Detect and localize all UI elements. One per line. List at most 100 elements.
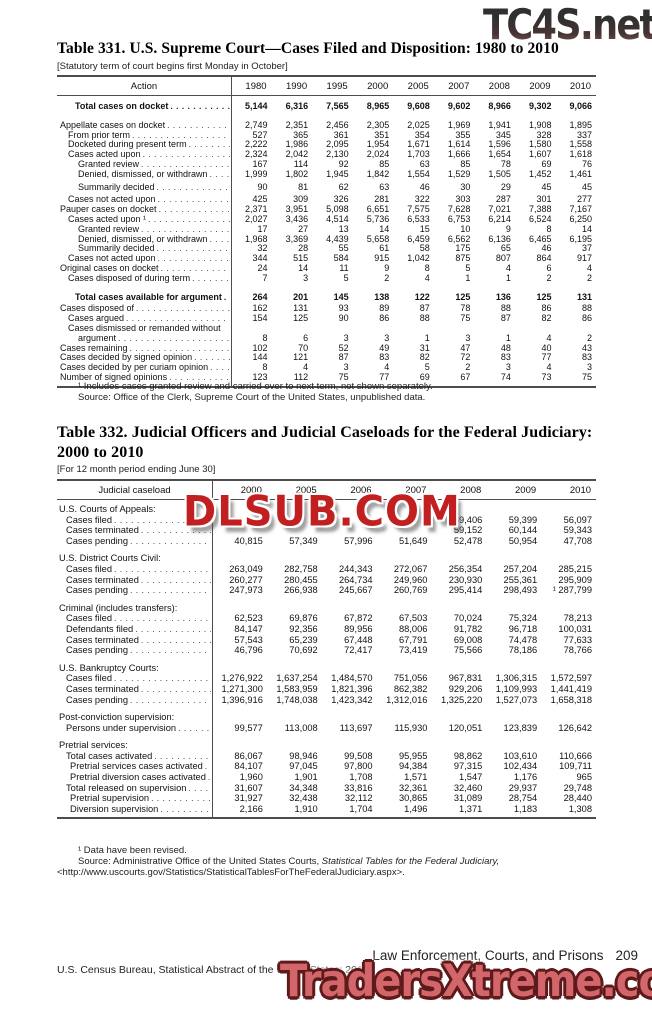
value-cell: 46,796 <box>234 645 263 656</box>
value-cell: 260,769 <box>393 585 428 596</box>
dot-leader <box>114 564 211 575</box>
value-cell: 123,839 <box>503 722 538 733</box>
value-cell: 131 <box>293 303 309 314</box>
value-cell: 1,554 <box>407 168 430 179</box>
value-cell: 929,206 <box>448 683 483 694</box>
value-cell: 59,343 <box>563 525 593 536</box>
value-cell: 4 <box>546 362 552 373</box>
value-cell: 121 <box>293 352 309 363</box>
table-331-title: Table 331. U.S. Supreme Court—Cases File… <box>57 40 559 57</box>
value-cell: 4 <box>505 262 511 273</box>
value-cell: 77 <box>541 352 552 363</box>
row-label: Cases not acted upon <box>68 254 156 264</box>
value-cell: 1,654 <box>488 149 511 160</box>
value-cell: 120,051 <box>448 722 483 733</box>
value-cell: 136 <box>495 291 511 302</box>
watermark-middle: DLSUB.COM <box>183 487 461 537</box>
value-cell: 63 <box>419 158 430 169</box>
row-label-cell: Cases pending <box>57 536 212 547</box>
row-label: Cases dismissed or remanded without <box>68 323 221 333</box>
value-cell: 5 <box>465 262 471 273</box>
row-label-cell: Denied, dismissed, or withdrawn <box>57 170 231 180</box>
value-cell: 57,543 <box>234 634 263 645</box>
table-row: Number of signed opinions 123 112 75 77 69 67 7… <box>57 371 596 383</box>
section-header-row: Criminal (includes transfers): <box>57 603 596 614</box>
table-row: Cases acted upon 2,324 2,042 2,130 2,024 1,70… <box>57 149 596 160</box>
value-cell: 126,642 <box>558 722 593 733</box>
value-cell: 50,954 <box>508 535 538 546</box>
value-cell: 285,215 <box>558 563 593 574</box>
value-cell: 29,937 <box>508 782 538 793</box>
value-cell: 9 <box>384 262 390 273</box>
chapter-footer: Law Enforcement, Courts, and Prisons 209 <box>372 948 638 963</box>
value-cell: 351 <box>374 129 390 140</box>
dot-leader <box>148 215 230 225</box>
row-label-cell: Docketed during present term <box>57 140 231 150</box>
value-cell: 162 <box>252 303 268 314</box>
value-cell: 361 <box>333 129 349 140</box>
value-cell: 32,460 <box>453 782 483 793</box>
row-label-cell: Granted review <box>57 160 231 170</box>
table-332-source-url: <http://www.uscourts.gov/Statistics/Stat… <box>57 867 405 878</box>
stub-column-rule <box>231 77 232 386</box>
table-row: Pretrial services cases activated 84,107 9… <box>57 761 596 772</box>
row-label-cell: Cases dismissed or remanded without <box>57 324 231 334</box>
dot-leader <box>141 225 230 235</box>
value-cell: 255,361 <box>503 574 538 585</box>
value-cell: 60,144 <box>508 525 538 536</box>
value-cell: 915 <box>374 253 390 264</box>
value-cell: 9,302 <box>528 101 552 111</box>
value-cell: 85 <box>379 158 390 169</box>
value-cell: 295,909 <box>558 574 593 585</box>
row-label: Cases decided by per curiam opinion <box>60 363 209 373</box>
value-cell: 272,067 <box>393 563 428 574</box>
dot-leader <box>157 183 230 193</box>
value-cell: 89 <box>379 303 390 314</box>
value-cell: 3,951 <box>285 204 309 215</box>
value-cell: 1,312,016 <box>386 694 428 705</box>
value-cell: 1,325,220 <box>440 694 483 705</box>
value-cell: 1,901 <box>294 772 318 783</box>
value-cell: 2 <box>587 332 593 343</box>
row-label: Cases disposed of during term <box>68 273 191 283</box>
value-cell: 145 <box>333 291 349 302</box>
stub-column-rule <box>212 481 213 818</box>
row-label-cell: Number of signed opinions <box>57 373 231 383</box>
row-label-cell: Cases acted upon <box>57 150 231 160</box>
value-cell: 17 <box>257 223 268 234</box>
row-label-cell: Post-conviction supervision: <box>57 712 174 723</box>
value-cell: 58 <box>419 243 430 254</box>
value-cell: 45 <box>541 181 552 192</box>
value-cell: 1,371 <box>459 803 483 814</box>
value-cell: 1,306,315 <box>495 673 538 684</box>
table-row: Cases pending 247,973 266,938 245,667 260,76… <box>57 585 596 596</box>
source-text: Source: Administrative Office of the Uni… <box>78 856 322 867</box>
value-cell: 167 <box>252 158 268 169</box>
value-cell: 32,112 <box>344 793 373 804</box>
value-cell: 70,024 <box>453 613 483 624</box>
row-label-cell: Cases disposed of during term <box>57 274 231 284</box>
dot-leader <box>154 751 211 762</box>
year-column-header: 2000 <box>367 80 389 92</box>
value-cell: 7,021 <box>488 204 511 215</box>
row-label-cell: Cases pending <box>57 645 212 656</box>
table-332: Judicial caseload 2000 2005 2006 2007 2008 200… <box>57 479 596 820</box>
row-label-cell: Cases terminated <box>57 684 212 695</box>
value-cell: 99,508 <box>344 750 373 761</box>
value-cell: 55 <box>338 243 349 254</box>
year-column-header: 2005 <box>407 80 429 92</box>
row-label-cell: Cases terminated <box>57 575 212 586</box>
value-cell: 123 <box>252 371 268 382</box>
value-cell: 1,704 <box>349 803 373 814</box>
value-cell: 3 <box>343 362 349 373</box>
value-cell: 1,496 <box>404 803 428 814</box>
value-cell: 92 <box>338 158 349 169</box>
census-credit-line: U.S. Census Bureau, Statistical Abstract… <box>57 964 369 976</box>
value-cell: 245,667 <box>338 585 373 596</box>
value-cell: 2,130 <box>326 149 349 160</box>
value-cell: 82 <box>419 352 430 363</box>
dot-leader <box>192 274 230 284</box>
value-cell: 263,049 <box>229 563 263 574</box>
value-cell: 11 <box>339 262 349 273</box>
year-column-header: 1995 <box>326 80 348 92</box>
